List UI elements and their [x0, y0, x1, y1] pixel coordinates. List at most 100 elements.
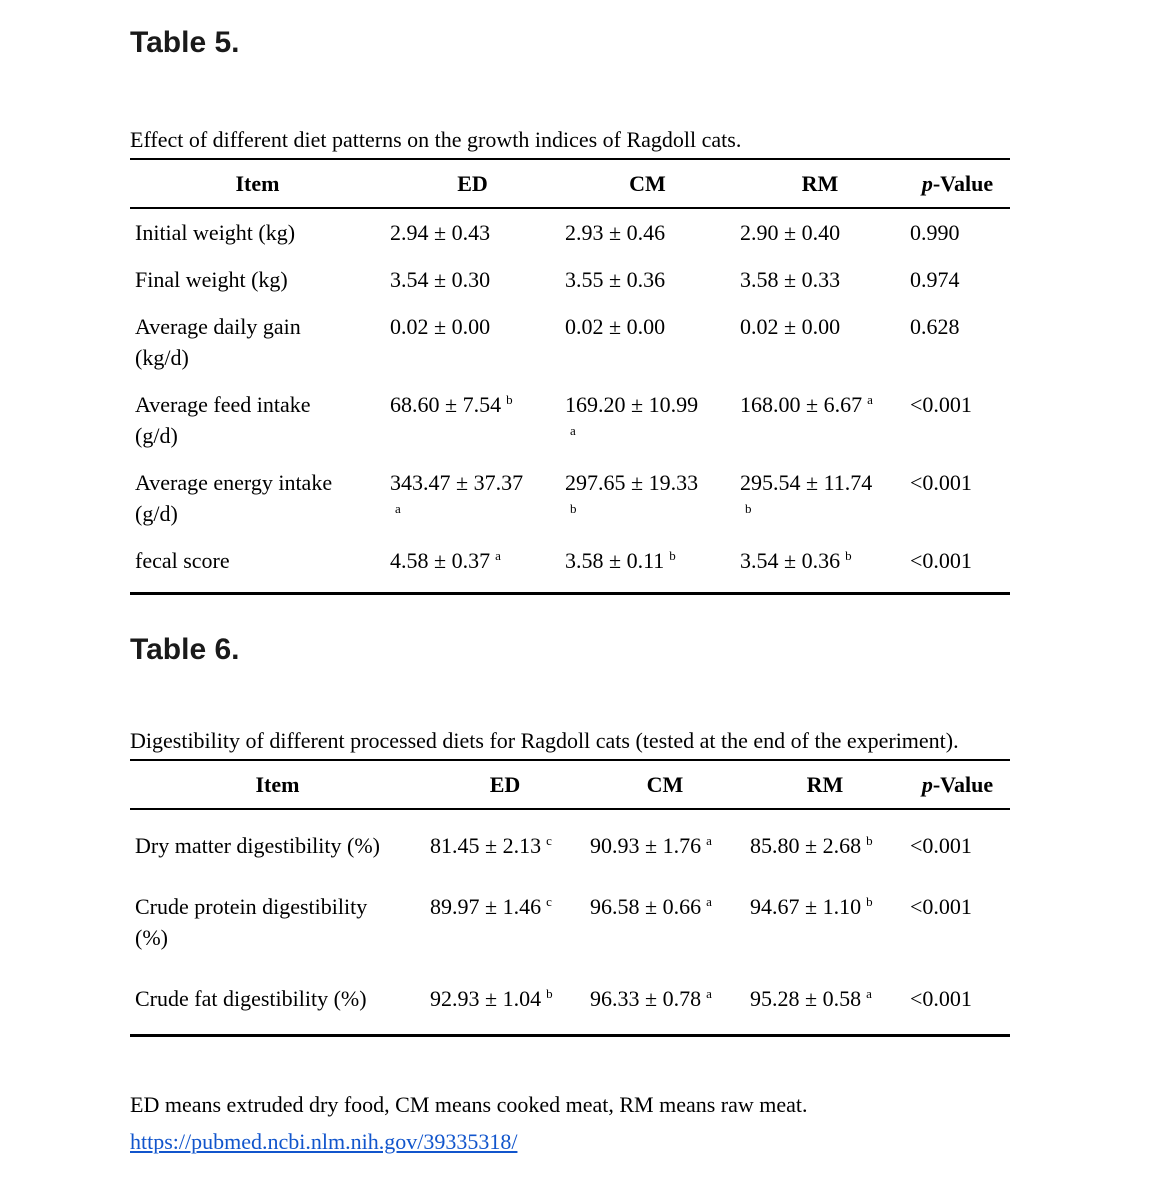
significance-superscript: b: [866, 893, 873, 909]
table6-caption: Digestibility of different processed die…: [130, 728, 959, 753]
column-header-cm: CM: [629, 171, 666, 196]
row-item-label: Average feed intake (g/d): [135, 392, 311, 448]
significance-superscript: a: [867, 391, 873, 407]
value-cell: <0.001: [910, 833, 972, 858]
column-header-rm: RM: [801, 171, 839, 196]
value-cell: <0.001: [910, 392, 972, 417]
value-cell: <0.001: [910, 986, 972, 1011]
table5-title: Table 5.: [130, 26, 240, 59]
abbreviation-note: ED means extruded dry food, CM means coo…: [130, 1092, 808, 1117]
value-cell: 168.00 ± 6.67 a: [740, 391, 873, 417]
table5-header: Item ED CM RM p-Value: [130, 159, 1010, 208]
value-cell: 3.54 ± 0.36 b: [740, 547, 852, 573]
row-item-label: fecal score: [135, 548, 230, 573]
table5: Item ED CM RM p-Value Initial weight (kg) 2.9…: [130, 158, 1010, 595]
row-item-label: Crude fat digestibility (%): [135, 986, 367, 1011]
value-cell: 0.974: [910, 267, 960, 292]
value-cell: 81.45 ± 2.13 c: [430, 832, 552, 858]
row-item-label: Average daily gain (kg/d): [135, 314, 301, 370]
value-cell: 2.93 ± 0.46: [565, 220, 666, 245]
value-cell: 94.67 ± 1.10 b: [750, 893, 873, 919]
value-cell: 2.90 ± 0.40: [740, 220, 841, 245]
row-item-label: Crude protein digestibility (%): [135, 894, 368, 950]
value-cell: 343.47 ± 37.37 a: [390, 470, 524, 516]
significance-superscript: c: [546, 832, 552, 848]
column-header-rm: RM: [806, 772, 844, 797]
value-cell: 85.80 ± 2.68 b: [750, 832, 873, 858]
table6: Item ED CM RM p-Value Dry matter digestibili…: [130, 759, 1010, 1037]
table-row: Crude protein digestibility (%) 89.97 ± 1.…: [130, 881, 1010, 963]
significance-superscript: a: [866, 985, 872, 1001]
significance-superscript: a: [706, 985, 712, 1001]
table-row: Average energy intake (g/d) 343.47 ± 37.37…: [130, 459, 1010, 537]
table6-title: Table 6.: [130, 633, 240, 666]
value-cell: 2.94 ± 0.43: [390, 220, 491, 245]
value-cell: 295.54 ± 11.74 b: [740, 470, 873, 516]
header-row: Item ED CM RM p-Value: [130, 760, 1010, 809]
value-cell: 169.20 ± 10.99 a: [565, 392, 699, 438]
value-cell: 95.28 ± 0.58 a: [750, 985, 872, 1011]
significance-superscript: c: [546, 893, 552, 909]
table-row: Initial weight (kg) 2.94 ± 0.43 2.93 ± 0.4…: [130, 208, 1010, 256]
value-cell: 3.58 ± 0.33: [740, 267, 841, 292]
column-header-pvalue: p-Value: [921, 772, 994, 797]
table-row: Final weight (kg) 3.54 ± 0.30 3.55 ± 0.36 3…: [130, 256, 1010, 303]
table5-body: Initial weight (kg) 2.94 ± 0.43 2.93 ± 0.4…: [130, 208, 1010, 594]
pubmed-link[interactable]: https://pubmed.ncbi.nlm.nih.gov/39335318…: [130, 1129, 518, 1154]
value-cell: 89.97 ± 1.46 c: [430, 893, 552, 919]
row-item-label: Initial weight (kg): [135, 220, 296, 245]
value-cell: 297.65 ± 19.33 b: [565, 470, 699, 516]
value-cell: 68.60 ± 7.54 b: [390, 391, 513, 417]
row-item-label: Final weight (kg): [135, 267, 288, 292]
value-cell: 0.02 ± 0.00: [565, 314, 666, 339]
value-cell: 4.58 ± 0.37 a: [390, 547, 501, 573]
significance-superscript: b: [745, 500, 752, 516]
value-cell: 0.990: [910, 220, 960, 245]
value-cell: 0.02 ± 0.00: [390, 314, 491, 339]
table-row: Average daily gain (kg/d) 0.02 ± 0.00 0.02 …: [130, 303, 1010, 381]
value-cell: 96.58 ± 0.66 a: [590, 893, 712, 919]
value-cell: 3.55 ± 0.36: [565, 267, 666, 292]
header-row: Item ED CM RM p-Value: [130, 159, 1010, 208]
significance-superscript: b: [570, 500, 577, 516]
significance-superscript: a: [706, 893, 712, 909]
table-row: Average feed intake (g/d) 68.60 ± 7.54 b 169…: [130, 381, 1010, 459]
value-cell: 0.02 ± 0.00: [740, 314, 841, 339]
value-cell: 3.58 ± 0.11 b: [565, 547, 676, 573]
table6-body: Dry matter digestibility (%) 81.45 ± 2.13…: [130, 809, 1010, 1036]
significance-superscript: b: [845, 547, 852, 563]
significance-superscript: b: [546, 985, 553, 1001]
significance-superscript: a: [570, 422, 576, 438]
significance-superscript: a: [706, 832, 712, 848]
column-header-cm: CM: [646, 772, 684, 797]
table5-section: Table 5. Effect of different diet patter…: [130, 24, 1010, 595]
column-header-pvalue: p-Value: [921, 171, 994, 196]
column-header-item: Item: [255, 772, 300, 797]
table-row: fecal score 4.58 ± 0.37 a 3.58 ± 0.11 b 3.54 …: [130, 537, 1010, 594]
footer: ED means extruded dry food, CM means coo…: [130, 1089, 1010, 1158]
table6-header: Item ED CM RM p-Value: [130, 760, 1010, 809]
value-cell: <0.001: [910, 894, 972, 919]
column-header-ed: ED: [457, 171, 488, 196]
value-cell: 0.628: [910, 314, 960, 339]
table-row: Dry matter digestibility (%) 81.45 ± 2.13…: [130, 809, 1010, 881]
table-row: Crude fat digestibility (%) 92.93 ± 1.04 b…: [130, 963, 1010, 1036]
significance-superscript: b: [506, 391, 513, 407]
value-cell: 3.54 ± 0.30: [390, 267, 491, 292]
significance-superscript: a: [395, 500, 401, 516]
column-header-ed: ED: [489, 772, 521, 797]
column-header-item: Item: [235, 171, 280, 196]
significance-superscript: b: [866, 832, 873, 848]
value-cell: 90.93 ± 1.76 a: [590, 832, 712, 858]
value-cell: 92.93 ± 1.04 b: [430, 985, 553, 1011]
table6-section: Table 6. Digestibility of different proc…: [130, 631, 1010, 1037]
significance-superscript: a: [495, 547, 501, 563]
value-cell: <0.001: [910, 548, 972, 573]
value-cell: 96.33 ± 0.78 a: [590, 985, 712, 1011]
row-item-label: Average energy intake (g/d): [135, 470, 333, 526]
table5-caption: Effect of different diet patterns on the…: [130, 127, 742, 152]
row-item-label: Dry matter digestibility (%): [135, 833, 380, 858]
significance-superscript: b: [669, 547, 676, 563]
value-cell: <0.001: [910, 470, 972, 495]
